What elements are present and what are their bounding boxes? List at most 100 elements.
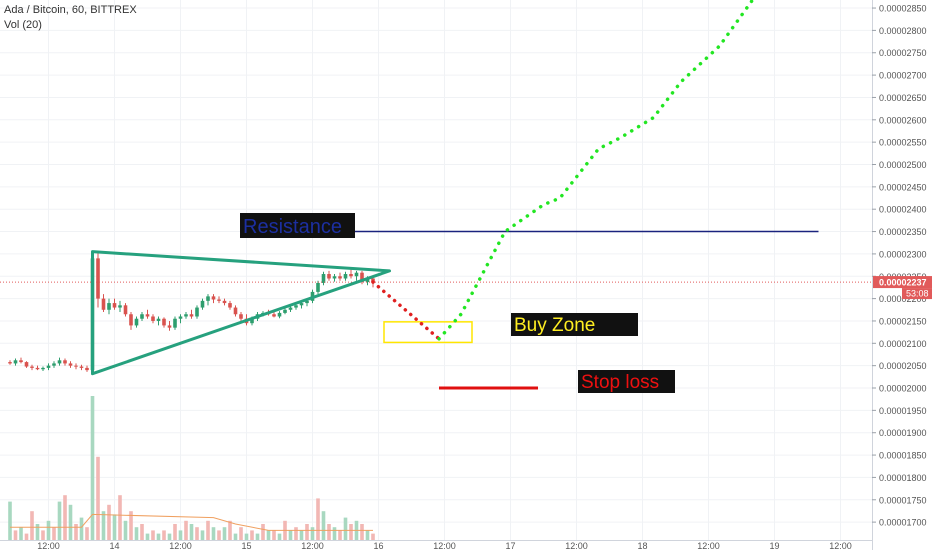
price-tick-label: 0.00002150 <box>879 316 927 326</box>
candle-body <box>332 276 337 279</box>
forecast-rise-path <box>437 0 755 341</box>
price-tick-label: 0.00002100 <box>879 339 927 349</box>
price-tick-label: 0.00002500 <box>879 160 927 170</box>
volume-bar <box>321 511 326 540</box>
volume-bar <box>288 530 293 540</box>
volume-bar <box>173 524 177 540</box>
candle-body <box>13 360 18 364</box>
volume-bar <box>244 533 249 540</box>
candle-body <box>316 282 320 292</box>
volume-bar <box>233 533 238 540</box>
volume-bar <box>343 517 348 540</box>
volume-bar <box>19 527 23 540</box>
price-tick-label: 0.00002000 <box>879 384 927 394</box>
volume-bar <box>200 530 205 540</box>
candle-body <box>354 272 359 277</box>
price-tick-label: 0.00002400 <box>879 205 927 215</box>
time-tick-label: 12:00 <box>565 541 588 550</box>
buy-zone-label-bg <box>511 313 638 336</box>
price-axis-bg <box>872 0 932 550</box>
volume-bar <box>24 533 29 540</box>
volume-bar <box>349 524 353 540</box>
volume-bar <box>79 517 84 540</box>
candle-body <box>233 307 238 315</box>
volume-bar <box>30 511 34 540</box>
resistance-label-bg <box>240 213 355 238</box>
candle-body <box>250 318 254 324</box>
candle-body <box>222 300 227 304</box>
volume-bar <box>211 527 216 540</box>
time-tick-label: 19 <box>769 541 779 550</box>
price-tick-label: 0.00002350 <box>879 227 927 237</box>
candle-body <box>118 305 122 308</box>
candle-body <box>24 362 29 367</box>
candle-body <box>343 274 348 279</box>
price-badge-bg <box>873 276 932 289</box>
volume-bar <box>8 501 12 540</box>
candle-body <box>288 307 293 310</box>
price-tick-label: 0.00001850 <box>879 451 927 461</box>
candle-body <box>365 278 370 283</box>
volume-bar <box>327 524 331 540</box>
price-tick-label: 0.00001950 <box>879 406 927 416</box>
time-tick-label: 12:00 <box>169 541 192 550</box>
volume-bar <box>74 524 78 540</box>
volume-bar <box>167 533 172 540</box>
candle-body <box>206 296 210 301</box>
annotation-labels: Resistance Buy Zone Stop loss <box>240 213 675 393</box>
volume-bar <box>151 530 155 540</box>
volume-bar <box>129 511 133 540</box>
grid <box>0 0 872 540</box>
candle-body <box>211 296 216 300</box>
candle-body <box>145 314 150 317</box>
candle-body <box>112 303 117 308</box>
price-tick-label: 0.00002650 <box>879 93 927 103</box>
candle-body <box>239 314 243 319</box>
candle-body <box>272 314 276 317</box>
symbol-title: Ada / Bitcoin, 60, BITTREX <box>4 4 137 16</box>
price-tick-label: 0.00002750 <box>879 48 927 58</box>
candle-body <box>167 325 172 328</box>
price-tick-label: 0.00001750 <box>879 495 927 505</box>
volume-bar <box>255 533 260 540</box>
price-tick-label: 0.00002450 <box>879 182 927 192</box>
price-tick-label: 0.00002300 <box>879 249 927 259</box>
volume-bar <box>145 533 150 540</box>
price-tick-label: 0.00001800 <box>879 473 927 483</box>
volume-bar <box>101 511 106 540</box>
volume-bar <box>156 533 161 540</box>
candle-body <box>189 314 194 317</box>
candle-body <box>96 258 100 299</box>
volume-bar <box>332 527 337 540</box>
price-tick-label: 0.00002050 <box>879 361 927 371</box>
volume-bar <box>90 396 95 540</box>
candle-body <box>123 305 128 315</box>
volume-bar <box>299 530 304 540</box>
time-tick-label: 17 <box>505 541 515 550</box>
time-axis: 12:00 14 12:00 15 12:00 16 12:00 17 12:00 18 12:00… <box>0 540 872 550</box>
stop-loss-label-bg <box>578 370 675 393</box>
candle-body <box>19 360 23 363</box>
resistance-label: Resistance <box>243 216 342 238</box>
candle-body <box>134 318 139 326</box>
candle-body <box>305 300 309 304</box>
volume-bar <box>35 524 40 540</box>
candle-body <box>173 318 177 328</box>
volume-bar <box>118 495 122 540</box>
candle-body <box>79 366 84 368</box>
chart-header: Ada / Bitcoin, 60, BITTREX Vol (20) <box>4 3 137 33</box>
price-badge-value: 0.00002237 <box>879 278 927 288</box>
volume-bar <box>57 501 62 540</box>
candle-body <box>277 312 282 317</box>
candle-body <box>63 360 67 364</box>
volume-bar <box>206 520 210 540</box>
volume-bar <box>228 520 232 540</box>
candle-body <box>151 316 155 321</box>
candle-body <box>41 367 45 370</box>
volume-bar <box>68 504 73 540</box>
candle-body <box>101 298 106 310</box>
candle-body <box>162 318 166 326</box>
volume-bar <box>305 524 309 540</box>
